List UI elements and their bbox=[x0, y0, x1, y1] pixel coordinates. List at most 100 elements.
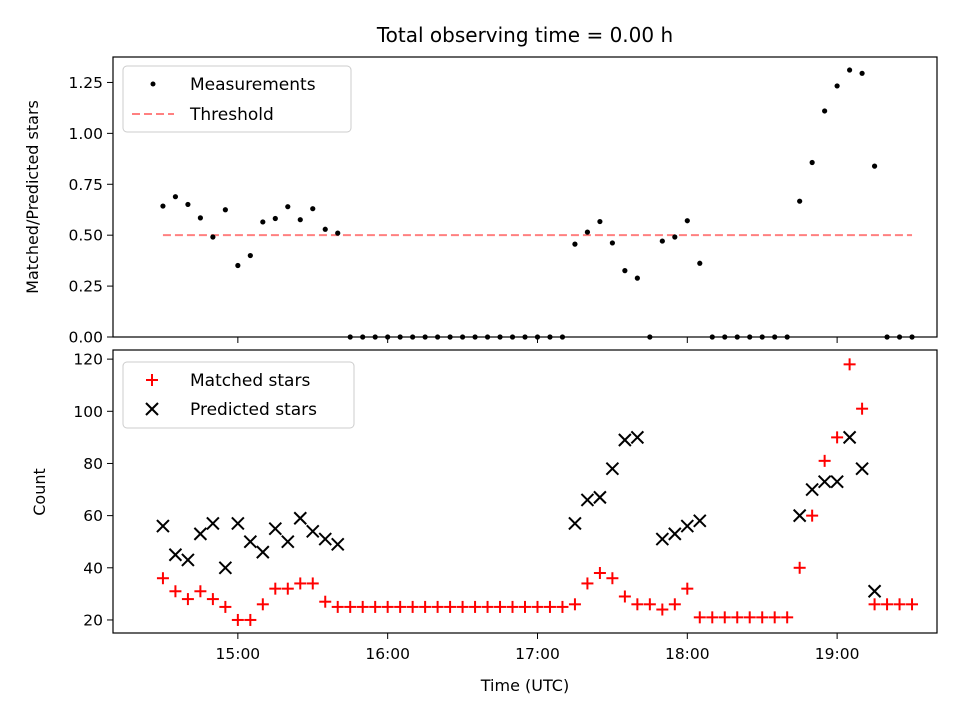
measurement-point bbox=[584, 229, 591, 235]
matched-star-point bbox=[331, 600, 344, 613]
matched-star-point bbox=[294, 577, 307, 590]
top-panel-frame bbox=[112, 56, 938, 338]
top-y-tick-label: 1.25 bbox=[68, 74, 103, 92]
matched-star-point bbox=[618, 590, 631, 603]
top-panel-y-axis: 0.00 0.25 0.50 0.75 1.00 1.25 bbox=[68, 74, 113, 347]
measurement-point bbox=[572, 241, 578, 247]
measurement-point bbox=[310, 206, 316, 212]
matched-star-point bbox=[743, 611, 756, 624]
measurement-point bbox=[297, 217, 303, 223]
matched-star-point bbox=[269, 582, 282, 595]
matched-star-point bbox=[656, 603, 669, 616]
matched-star-point bbox=[419, 600, 432, 613]
x-tick-label: 15:00 bbox=[216, 645, 261, 663]
legend-measurements-label: Measurements bbox=[190, 75, 316, 95]
top-panel-y-axis-label: Matched/Predicted stars bbox=[23, 100, 42, 294]
top-y-tick-label: 0.25 bbox=[68, 278, 103, 296]
bottom-y-tick-label: 40 bbox=[83, 559, 103, 577]
predicted-star-point bbox=[618, 433, 632, 447]
predicted-star-point bbox=[805, 482, 819, 497]
predicted-star-point bbox=[855, 461, 869, 476]
predicted-star-point bbox=[830, 475, 844, 489]
matched-star-point bbox=[781, 611, 794, 624]
predicted-star-point bbox=[867, 584, 882, 598]
top-panel-legend: Measurements Threshold bbox=[122, 65, 352, 133]
measurement-point bbox=[185, 201, 191, 208]
matched-star-point bbox=[194, 585, 207, 598]
measurement-point bbox=[235, 262, 241, 269]
predicted-star-point bbox=[231, 516, 245, 531]
measurement-point bbox=[822, 108, 828, 114]
predicted-star-point bbox=[655, 532, 670, 546]
measurement-point bbox=[247, 252, 253, 259]
legend-matched-marker bbox=[146, 374, 158, 386]
matched-star-point bbox=[606, 572, 619, 585]
measurement-point bbox=[672, 234, 678, 240]
matched-star-point bbox=[893, 598, 906, 611]
measurement-point bbox=[272, 215, 278, 222]
bottom-panel-x-axis: 15:00 16:00 17:00 18:00 19:00 bbox=[216, 633, 860, 663]
matched-star-point bbox=[506, 600, 519, 613]
matched-star-point bbox=[356, 600, 369, 613]
matched-star-point bbox=[431, 600, 444, 613]
matched-star-point bbox=[681, 582, 694, 595]
matched-star-point bbox=[369, 600, 382, 613]
matched-star-point bbox=[181, 593, 194, 606]
top-legend-box bbox=[122, 65, 352, 133]
predicted-star-point bbox=[668, 527, 682, 541]
matched-star-point bbox=[718, 611, 731, 624]
predicted-star-point bbox=[680, 519, 695, 533]
x-tick-label: 19:00 bbox=[815, 645, 860, 663]
measurement-point bbox=[659, 238, 665, 244]
measurement-point bbox=[859, 70, 865, 76]
predicted-star-point bbox=[218, 561, 233, 575]
matched-star-point bbox=[444, 600, 457, 613]
matched-star-point bbox=[818, 454, 831, 467]
matched-star-point bbox=[768, 611, 781, 624]
predicted-star-point bbox=[318, 532, 332, 546]
measurement-point bbox=[335, 230, 341, 236]
top-y-tick-label: 0.50 bbox=[68, 227, 103, 245]
matched-star-point bbox=[806, 509, 819, 522]
bottom-y-tick-label: 80 bbox=[83, 455, 103, 473]
matched-star-point bbox=[481, 600, 494, 613]
matched-star-point bbox=[881, 598, 894, 611]
predicted-star-point bbox=[817, 475, 832, 489]
bottom-panel-y-axis: 20 40 60 80 100 120 bbox=[73, 351, 113, 629]
measurement-point bbox=[847, 67, 853, 73]
measurement-point bbox=[834, 83, 840, 89]
top-y-tick-label: 0.00 bbox=[68, 329, 103, 347]
bottom-panel: 20 40 60 80 100 120 15:00 16:00 17:00 18:00 19:00… bbox=[30, 349, 938, 695]
matched-star-point bbox=[593, 567, 606, 580]
measurement-point bbox=[210, 234, 216, 240]
matched-star-point bbox=[756, 611, 769, 624]
legend-measurements-marker bbox=[150, 81, 156, 87]
matched-star-point bbox=[469, 600, 482, 613]
matched-star-point bbox=[543, 600, 556, 613]
top-y-tick-label: 0.75 bbox=[68, 176, 103, 194]
matched-star-point bbox=[531, 600, 544, 613]
matched-star-point bbox=[394, 600, 407, 613]
measurement-point bbox=[285, 204, 291, 210]
measurement-point bbox=[634, 275, 640, 281]
predicted-star-point bbox=[306, 524, 320, 538]
predicted-star-point bbox=[243, 535, 258, 549]
matched-star-point bbox=[219, 600, 232, 613]
chart-title: Total observing time = 0.00 h bbox=[376, 23, 673, 47]
bottom-panel-y-axis-label: Count bbox=[30, 468, 49, 516]
matched-star-point bbox=[556, 600, 569, 613]
predicted-star-point bbox=[206, 516, 220, 531]
matched-star-point bbox=[519, 600, 531, 613]
predicted-star-point bbox=[281, 535, 295, 549]
matched-star-point bbox=[693, 611, 706, 624]
matched-star-point bbox=[256, 598, 269, 611]
predicted-star-point bbox=[630, 430, 645, 445]
matched-star-point bbox=[856, 402, 869, 415]
predicted-star-point bbox=[268, 521, 283, 536]
matched-star-point bbox=[206, 593, 219, 606]
bottom-panel-legend: Matched stars Predicted stars bbox=[122, 361, 355, 429]
matched-star-point bbox=[306, 577, 319, 590]
predicted-star-point bbox=[593, 490, 607, 505]
measurement-point bbox=[697, 260, 703, 266]
